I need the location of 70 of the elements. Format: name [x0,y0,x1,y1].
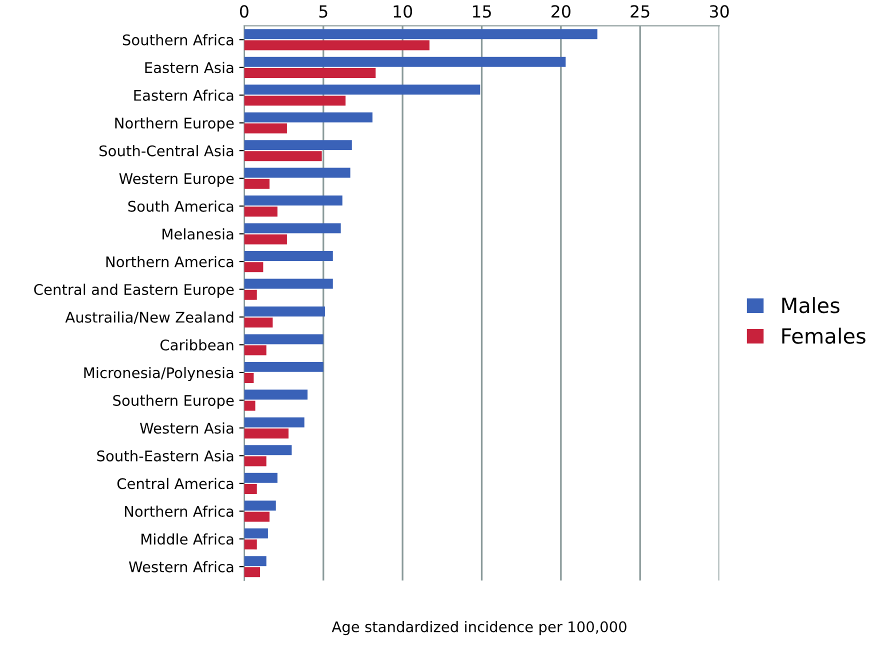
bar [244,234,287,244]
bar [244,334,324,344]
y-tick-label: Austrailia/New Zealand [65,311,234,324]
bar [244,567,260,578]
bar [244,373,254,384]
bar [244,151,322,162]
bar [244,168,350,178]
y-tick-label: Northern Europe [115,117,234,132]
bar [244,445,292,456]
legend-label: Males [782,297,840,314]
y-tick-label: Southern Europe [113,394,234,409]
legend-label: Females [782,328,866,344]
y-tick-label: Northern Africa [124,506,234,517]
bar [244,262,264,272]
y-tick-label: Eastern Africa [134,90,234,101]
bar [244,278,333,289]
bar [244,223,341,234]
bar [244,40,430,50]
y-tick-label: South-Eastern Asia [97,450,234,462]
bar [244,500,276,511]
bar [244,196,342,206]
bar [244,390,308,400]
x-tick-label: 5 [319,5,328,18]
bar [244,251,333,261]
bar [244,68,376,78]
x-tick-label: 15 [472,5,491,18]
x-tick-label: 30 [710,5,729,18]
bar [244,306,325,316]
y-tick-label: Southern Africa [122,34,234,46]
bar [244,123,287,134]
y-tick-label: Middle Africa [142,533,234,545]
bar [244,96,346,106]
bar [244,428,289,438]
bar [244,56,566,67]
x-tick-label: 0 [240,5,248,18]
bar [244,472,278,483]
y-tick-label: Micronesia/Polynesia [84,366,234,382]
y-tick-label: South-Central Asia [100,145,234,156]
y-tick-label: Western Europe [119,173,234,187]
y-tick-label: Melanesia [162,228,234,240]
bar [244,362,324,372]
bar [244,206,278,217]
bar [244,400,256,411]
bar [244,484,257,494]
bar [244,29,598,40]
bar [244,112,372,122]
bar [244,528,268,538]
y-tick-label: Northern America [106,256,234,268]
bar [244,290,257,300]
bar [244,556,266,566]
y-tick-label: Western Asia [140,422,234,434]
y-tick-label: Caribbean [160,339,234,350]
y-tick-label: Eastern Asia [145,62,234,74]
x-tick-label: 25 [630,5,650,18]
bar [244,84,480,95]
bar [244,512,270,522]
bar [244,318,273,328]
bar [244,417,304,428]
bar [244,178,270,189]
x-tick-label: 20 [552,5,570,18]
y-tick-label: Western Africa [128,561,234,572]
y-tick-label: Central and Eastern Europe [34,284,234,298]
bar [244,456,266,466]
bar [244,539,257,550]
bar [244,345,266,356]
x-axis-title: Age standardized incidence per 100,000 [332,621,626,636]
y-tick-label: South America [128,200,234,212]
x-tick-label: 10 [394,5,412,18]
bar [244,140,352,150]
y-tick-label: Central America [117,478,234,490]
